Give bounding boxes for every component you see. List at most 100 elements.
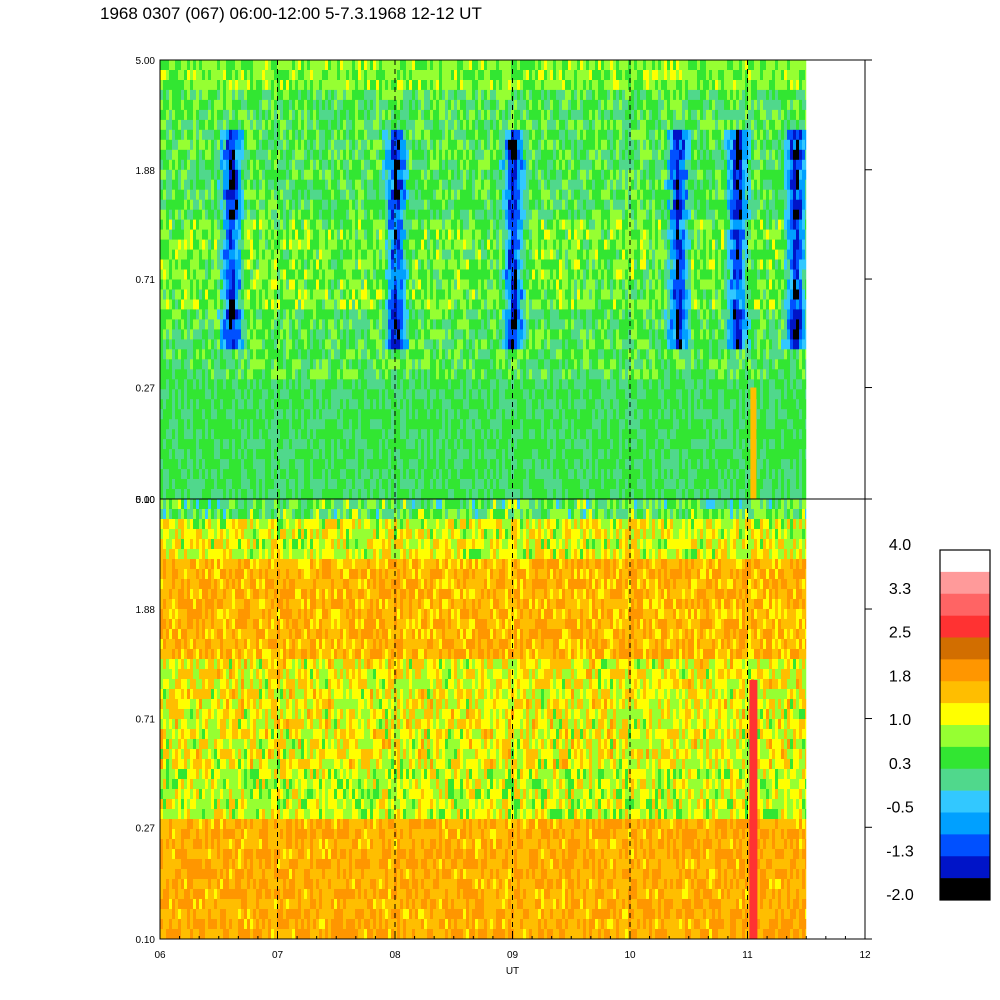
heatmap-cell bbox=[268, 199, 272, 211]
heatmap-cell bbox=[325, 189, 329, 201]
heatmap-cell bbox=[241, 89, 245, 101]
heatmap-cell bbox=[379, 269, 383, 280]
heatmap-cell bbox=[496, 349, 500, 360]
heatmap-cell bbox=[337, 159, 341, 171]
heatmap-cell bbox=[238, 159, 242, 171]
heatmap-cell bbox=[211, 70, 215, 81]
heatmap-cell bbox=[481, 109, 485, 121]
heatmap-cell bbox=[466, 289, 470, 300]
heatmap-cell bbox=[445, 279, 449, 290]
heatmap-cell bbox=[292, 259, 296, 270]
heatmap-cell bbox=[181, 99, 185, 111]
heatmap-cell bbox=[307, 449, 311, 460]
heatmap-cell bbox=[406, 129, 410, 141]
heatmap-cell bbox=[457, 359, 461, 370]
heatmap-cell bbox=[217, 289, 221, 300]
heatmap-cell bbox=[403, 419, 407, 430]
heatmap-cell bbox=[355, 469, 359, 480]
heatmap-cell bbox=[301, 149, 305, 161]
heatmap-cell bbox=[493, 60, 497, 71]
heatmap-cell bbox=[424, 439, 428, 450]
heatmap-cell bbox=[337, 179, 341, 191]
heatmap-cell bbox=[187, 219, 191, 230]
heatmap-cell bbox=[286, 299, 290, 310]
heatmap-cell bbox=[196, 259, 200, 270]
heatmap-cell bbox=[331, 259, 335, 270]
heatmap-cell bbox=[274, 319, 278, 330]
heatmap-cell bbox=[319, 60, 323, 71]
heatmap-cell bbox=[250, 369, 254, 380]
heatmap-cell bbox=[268, 399, 272, 410]
heatmap-cell bbox=[271, 489, 275, 500]
heatmap-cell bbox=[373, 449, 377, 460]
heatmap-cell bbox=[241, 259, 245, 270]
heatmap-cell bbox=[481, 249, 485, 260]
heatmap-cell bbox=[292, 289, 296, 300]
heatmap-cell bbox=[361, 419, 365, 430]
heatmap-cell bbox=[265, 439, 269, 450]
heatmap-cell bbox=[244, 169, 248, 181]
heatmap-cell bbox=[394, 239, 398, 250]
heatmap-cell bbox=[229, 489, 233, 500]
heatmap-cell bbox=[307, 219, 311, 230]
heatmap-cell bbox=[367, 259, 371, 270]
heatmap-cell bbox=[415, 409, 419, 420]
heatmap-cell bbox=[295, 209, 299, 221]
heatmap-cell bbox=[268, 259, 272, 270]
heatmap-cell bbox=[163, 219, 167, 230]
heatmap-cell bbox=[298, 60, 302, 71]
heatmap-cell bbox=[463, 179, 467, 191]
heatmap-cell bbox=[421, 129, 425, 141]
heatmap-cell bbox=[472, 459, 476, 470]
heatmap-cell bbox=[187, 89, 191, 101]
heatmap-cell bbox=[400, 459, 404, 470]
heatmap-cell bbox=[199, 379, 203, 390]
heatmap-cell bbox=[328, 139, 332, 151]
heatmap-cell bbox=[478, 309, 482, 320]
heatmap-cell bbox=[364, 329, 368, 340]
heatmap-cell bbox=[409, 309, 413, 320]
heatmap-cell bbox=[355, 379, 359, 390]
heatmap-cell bbox=[316, 369, 320, 380]
heatmap-cell bbox=[424, 119, 428, 131]
heatmap-cell bbox=[274, 389, 278, 400]
heatmap-cell bbox=[253, 70, 257, 81]
heatmap-cell bbox=[184, 219, 188, 230]
heatmap-cell bbox=[469, 319, 473, 330]
heatmap-cell bbox=[193, 429, 197, 440]
heatmap-cell bbox=[436, 119, 440, 131]
heatmap-cell bbox=[340, 209, 344, 221]
heatmap-cell bbox=[235, 129, 239, 141]
heatmap-cell bbox=[193, 70, 197, 81]
heatmap-cell bbox=[394, 299, 398, 310]
heatmap-cell bbox=[184, 60, 188, 71]
heatmap-cell bbox=[214, 409, 218, 420]
heatmap-cell bbox=[196, 229, 200, 240]
heatmap-cell bbox=[166, 89, 170, 101]
heatmap-cell bbox=[343, 159, 347, 171]
heatmap-cell bbox=[304, 459, 308, 470]
heatmap-cell bbox=[334, 199, 338, 211]
heatmap-cell bbox=[445, 309, 449, 320]
heatmap-cell bbox=[244, 279, 248, 290]
heatmap-cell bbox=[205, 309, 209, 320]
heatmap-cell bbox=[238, 369, 242, 380]
heatmap-cell bbox=[193, 359, 197, 370]
heatmap-cell bbox=[226, 469, 230, 480]
heatmap-cell bbox=[334, 419, 338, 430]
heatmap-cell bbox=[277, 469, 281, 480]
heatmap-cell bbox=[400, 249, 404, 260]
heatmap-cell bbox=[322, 429, 326, 440]
heatmap-cell bbox=[190, 269, 194, 280]
heatmap-cell bbox=[457, 109, 461, 121]
heatmap-cell bbox=[295, 219, 299, 230]
heatmap-cell bbox=[472, 439, 476, 450]
heatmap-cell bbox=[283, 369, 287, 380]
heatmap-cell bbox=[382, 109, 386, 121]
heatmap-cell bbox=[163, 99, 167, 111]
heatmap-cell bbox=[472, 80, 476, 91]
heatmap-cell bbox=[484, 119, 488, 131]
heatmap-cell bbox=[382, 399, 386, 410]
heatmap-cell bbox=[241, 299, 245, 310]
heatmap-cell bbox=[421, 70, 425, 81]
